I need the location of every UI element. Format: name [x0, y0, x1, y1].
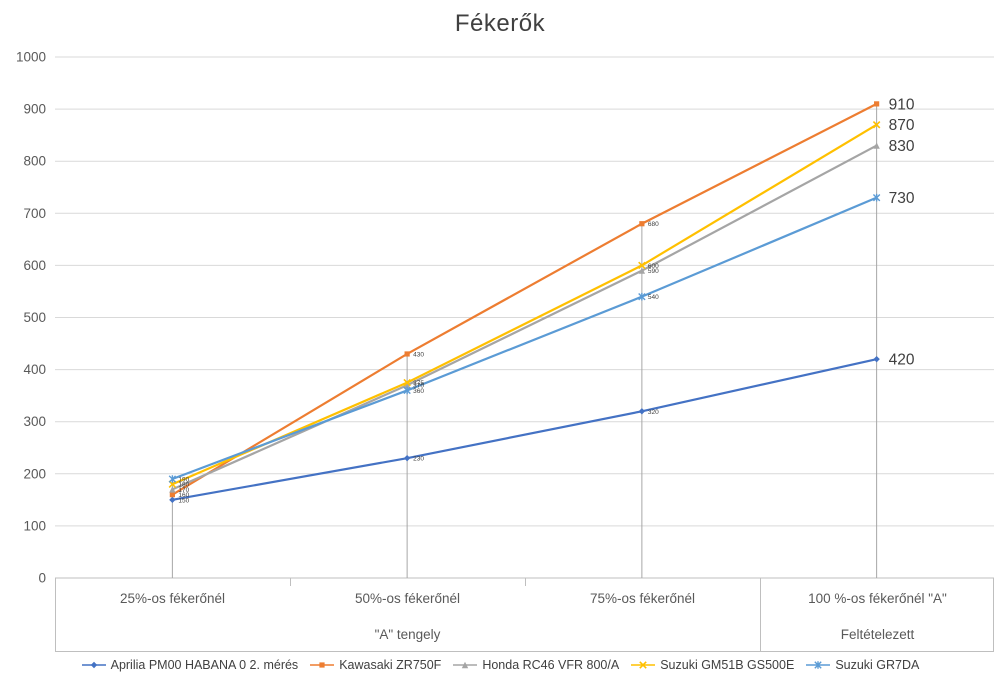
series-line — [171, 144, 878, 491]
category-label-75: 75%-os fékerőnél — [589, 590, 696, 606]
y-axis-tick-label: 0 — [38, 571, 46, 586]
point-marker — [169, 486, 176, 493]
data-label: 230 — [413, 456, 424, 463]
y-axis-tick-label: 1000 — [16, 50, 46, 65]
point-marker — [403, 386, 411, 395]
category-axis-box — [55, 578, 994, 652]
point-marker — [403, 382, 411, 389]
y-axis-tick-label: 100 — [23, 518, 46, 533]
axis-group-divider — [760, 578, 761, 652]
legend-marker-icon — [81, 661, 106, 669]
y-axis-tick-label: 800 — [23, 154, 46, 169]
point-marker — [169, 492, 175, 498]
data-label: 590 — [648, 268, 659, 275]
data-label: 600 — [648, 263, 659, 270]
point-marker — [90, 661, 97, 669]
legend-marker-icon — [453, 661, 478, 669]
y-axis-tick-label: 900 — [23, 102, 46, 117]
data-label-end: 730 — [889, 190, 915, 207]
y-axis-tick-label: 700 — [23, 206, 46, 221]
y-axis-tick-label: 300 — [23, 414, 46, 429]
legend-item-honda: Honda RC46 VFR 800/A — [452, 658, 619, 672]
point-marker — [873, 142, 880, 149]
category-label-25: 25%-os fékerőnél — [119, 590, 226, 606]
point-marker — [638, 267, 646, 274]
y-axis-tick-label: 200 — [23, 466, 46, 481]
data-label: 360 — [413, 388, 424, 395]
legend-label: Honda RC46 VFR 800/A — [482, 658, 620, 672]
legend-item-suzuki-gr7da: Suzuki GR7DA — [805, 658, 919, 672]
axis-tick — [525, 578, 526, 586]
legend-marker-icon — [806, 661, 831, 669]
category-label-100: 100 %-os fékerőnél "A" — [808, 590, 947, 606]
axis-tick — [290, 578, 291, 586]
point-marker — [638, 261, 646, 270]
point-marker — [814, 661, 823, 669]
chart-legend: Aprilia PM00 HABANA 0 2. mérés Kawasaki … — [0, 658, 1000, 672]
data-label: 150 — [178, 497, 189, 504]
data-label-end: 870 — [889, 117, 915, 134]
point-marker — [169, 496, 176, 504]
point-marker — [872, 193, 881, 202]
data-label: 375 — [413, 380, 424, 387]
point-marker — [639, 661, 647, 669]
y-axis-tick-label: 400 — [23, 362, 46, 377]
axis-group-label-feltetelezett: Feltételezett — [840, 626, 915, 642]
point-marker — [638, 408, 646, 415]
data-label: 540 — [648, 294, 659, 301]
point-marker — [319, 662, 325, 668]
data-label: 680 — [648, 221, 659, 228]
series-line — [172, 358, 877, 501]
point-marker — [873, 355, 880, 363]
legend-item-aprilia: Aprilia PM00 HABANA 0 2. mérés — [81, 658, 299, 672]
point-marker — [462, 661, 469, 669]
point-marker — [403, 378, 411, 387]
y-axis-tick-label: 600 — [23, 258, 46, 273]
legend-label: Suzuki GR7DA — [835, 658, 920, 672]
data-label-end: 830 — [889, 138, 915, 155]
legend-label: Kawasaki ZR750F — [339, 658, 442, 672]
legend-label: Suzuki GM51B GS500E — [660, 658, 795, 672]
point-marker — [403, 454, 411, 462]
data-label-end: 910 — [889, 96, 915, 113]
series-line — [171, 102, 878, 496]
point-marker — [168, 475, 177, 483]
data-label: 160 — [178, 492, 189, 499]
legend-item-suzuki-gm51b: Suzuki GM51B GS500E — [630, 658, 794, 672]
data-label: 430 — [413, 351, 424, 358]
point-marker — [639, 221, 645, 227]
legend-item-kawasaki: Kawasaki ZR750F — [309, 658, 441, 672]
data-label: 180 — [178, 482, 189, 489]
point-marker — [872, 120, 881, 129]
category-label-50: 50%-os fékerőnél — [354, 590, 461, 606]
legend-label: Aprilia PM00 HABANA 0 2. mérés — [110, 658, 299, 672]
legend-marker-icon — [310, 662, 335, 668]
series-line — [171, 196, 878, 481]
data-label: 190 — [178, 477, 189, 484]
axis-group-label-a-tengely: "A" tengely — [374, 626, 441, 642]
point-marker — [404, 351, 410, 357]
y-axis-tick-label: 500 — [23, 310, 46, 325]
series-line — [171, 123, 878, 486]
data-label: 320 — [648, 409, 659, 416]
data-label-end: 420 — [889, 352, 915, 369]
chart-title: Fékerők — [454, 10, 546, 37]
data-label: 170 — [178, 487, 189, 494]
legend-marker-icon — [631, 661, 656, 669]
point-marker — [874, 101, 880, 107]
point-marker — [638, 292, 646, 301]
data-label: 370 — [413, 383, 424, 390]
